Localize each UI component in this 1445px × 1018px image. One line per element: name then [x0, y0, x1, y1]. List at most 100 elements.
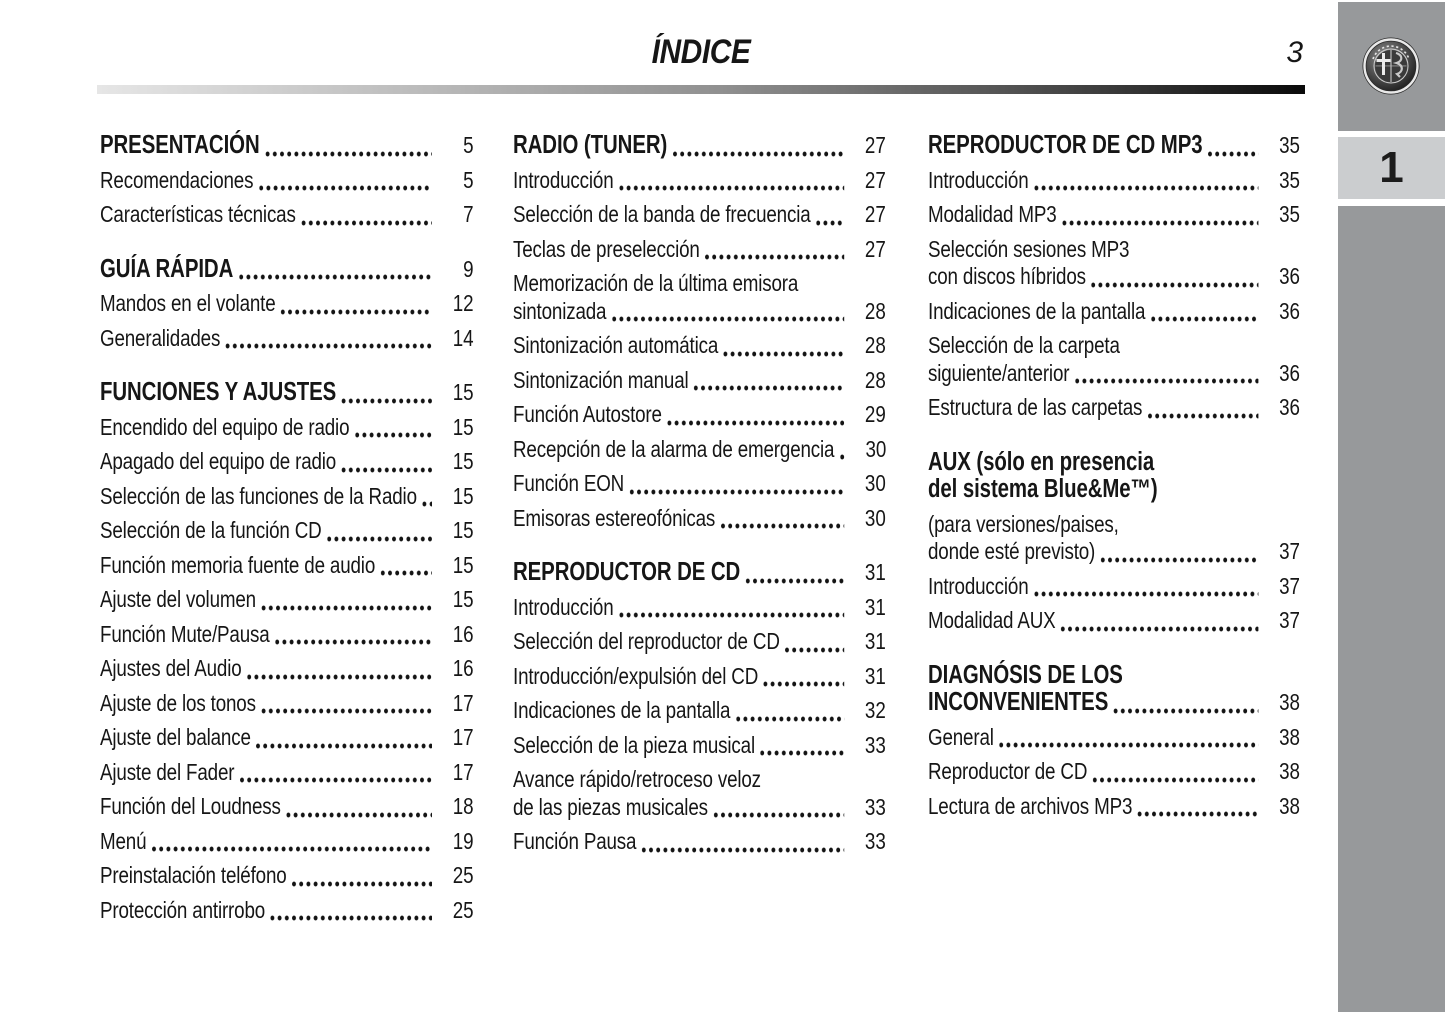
toc-entry-text: Función Autostore [513, 401, 662, 427]
toc-entry: Selección de la banda de frecuencia 27 [513, 201, 886, 229]
toc-entry-line: Sintonización automática 28 [513, 332, 886, 360]
toc-page-number: 7 [463, 201, 474, 227]
dot-leader [641, 846, 845, 853]
toc-entry-line: Selección sesiones MP3 [928, 236, 1300, 264]
toc-entry-line: Ajuste del balance 17 [100, 724, 474, 752]
dot-leader [239, 777, 432, 783]
dot-leader [723, 350, 845, 357]
toc-entry-line: Selección de la carpeta [928, 332, 1300, 360]
toc-entry-text: Introducción [928, 166, 1029, 193]
toc-entry-line: Emisoras estereofónicas 30 [513, 505, 886, 533]
toc-page-number: 33 [864, 828, 886, 854]
toc-entry-line: General 38 [928, 724, 1300, 752]
toc-column-1: PRESENTACIÓN 5 Recomendaciones 5 Característ… [100, 131, 474, 931]
toc-section-heading: GUÍA RÁPIDA 9 [100, 254, 474, 284]
toc-entry-text: Selección de la carpeta [928, 332, 1120, 358]
toc-entry: Preinstalación teléfono 25 [100, 862, 474, 890]
toc-page-number: 35 [1279, 132, 1300, 158]
dot-leader [292, 880, 432, 887]
toc-entry: Función Mute/Pausa 16 [100, 621, 474, 649]
chapter-tab-label: 1 [1379, 143, 1404, 192]
toc-page-number: 16 [452, 655, 474, 681]
toc-entry-text: Selección del reproductor de CD [513, 628, 780, 654]
toc-page-number: 33 [864, 793, 886, 820]
toc-page-number: 38 [1279, 689, 1300, 715]
toc-entry: Selección de la pieza musical 33 [513, 732, 886, 760]
toc-entry-line: DIAGNÓSIS DE LOS [928, 661, 1300, 690]
toc-entry-text: Protección antirrobo [100, 896, 266, 923]
dot-leader [619, 185, 845, 191]
toc-entry-line: (para versiones/paises, [928, 511, 1300, 539]
toc-entry-text: FUNCIONES Y AJUSTES [100, 378, 337, 406]
dot-leader [611, 316, 845, 322]
dot-leader [1074, 378, 1259, 384]
dot-leader [261, 708, 432, 714]
dot-leader [281, 308, 432, 315]
toc-entry-text: Recomendaciones [100, 166, 254, 193]
dot-leader [1034, 591, 1259, 597]
toc-entry-text: Ajuste del Fader [100, 758, 235, 785]
toc-page-number: 18 [452, 793, 474, 819]
toc-entry: Mandos en el volante 12 [100, 290, 474, 318]
toc-entry-text: Modalidad AUX [928, 607, 1056, 633]
toc-column-3: REPRODUCTOR DE CD MP3 35 Introducción 35 Mod… [928, 131, 1300, 827]
toc-entry-line: Menú 19 [100, 828, 474, 856]
toc-entry-text: GUÍA RÁPIDA [100, 254, 234, 283]
dot-leader [629, 488, 845, 495]
toc-entry-line: Reproductor de CD 38 [928, 758, 1300, 786]
toc-page-number: 15 [452, 448, 474, 474]
toc-page-number: 5 [463, 132, 474, 158]
page-title: ÍNDICE [651, 33, 751, 71]
dot-leader [422, 501, 432, 507]
dot-leader [785, 646, 845, 653]
toc-entry-line: Generalidades 14 [100, 325, 474, 353]
toc-entry-text: Introducción [928, 572, 1029, 599]
toc-entry-text: Teclas de preselección [513, 235, 700, 262]
toc-entry-line: Introducción 35 [928, 167, 1300, 195]
toc-entry-line: GUÍA RÁPIDA 9 [100, 254, 474, 284]
toc-page-number: 36 [1279, 263, 1300, 289]
toc-page-number: 17 [452, 689, 474, 716]
toc-entry-line: INCONVENIENTES 38 [928, 688, 1300, 717]
toc-entry-text: INCONVENIENTES [928, 688, 1109, 716]
toc-page-number: 29 [864, 401, 886, 427]
toc-page-number: 36 [1279, 297, 1300, 324]
toc-page-number: 15 [452, 379, 474, 405]
toc-page-number: 38 [1279, 758, 1300, 784]
toc-page-number: 30 [865, 435, 887, 462]
toc-entry: Función del Loudness 18 [100, 793, 474, 821]
dot-leader [667, 419, 845, 426]
toc-page-number: 25 [452, 896, 474, 923]
toc-page-number: 19 [452, 827, 474, 854]
toc-page-number: 28 [864, 297, 886, 324]
toc-entry-line: Selección de las funciones de la Radio 15 [100, 483, 474, 511]
toc-section: REPRODUCTOR DE CD 31 Introducción 31 Selecci… [513, 558, 886, 856]
toc-entry-text: Menú [100, 827, 147, 854]
toc-entry-line: Introducción 31 [513, 594, 886, 622]
toc-entry: Sintonización manual 28 [513, 367, 886, 395]
toc-section: REPRODUCTOR DE CD MP3 35 Introducción 35 Mod… [928, 131, 1300, 422]
toc-entry-text: Indicaciones de la pantalla [513, 697, 731, 723]
toc-page-number: 30 [864, 470, 886, 496]
toc-entry: Función EON 30 [513, 470, 886, 498]
toc-entry: Generalidades 14 [100, 325, 474, 353]
dot-leader [258, 185, 432, 191]
toc-section-heading: AUX (sólo en presencia del sistema Blue&M… [928, 447, 1300, 504]
toc-page-number: 37 [1279, 607, 1300, 633]
toc-page-number: 38 [1279, 723, 1300, 750]
toc-entry-text: Introducción [513, 593, 614, 620]
toc-entry-text: siguiente/anterior [928, 359, 1070, 386]
toc-entry-text: Función EON [513, 470, 625, 496]
toc-page-number: 27 [864, 132, 886, 158]
toc-entry: Selección de las funciones de la Radio 15 [100, 483, 474, 511]
toc-section: AUX (sólo en presencia del sistema Blue&M… [928, 447, 1300, 635]
dot-leader [354, 432, 432, 438]
toc-entry: Menú 19 [100, 828, 474, 856]
toc-entry-line: Características técnicas 7 [100, 201, 474, 229]
toc-entry-text: Reproductor de CD [928, 758, 1088, 784]
toc-entry-text: AUX (sólo en presencia [928, 447, 1155, 476]
toc-entry-line: REPRODUCTOR DE CD 31 [513, 558, 886, 587]
toc-page-number: 15 [452, 517, 474, 543]
dot-leader [238, 274, 432, 280]
toc-entry: Recomendaciones 5 [100, 167, 474, 195]
